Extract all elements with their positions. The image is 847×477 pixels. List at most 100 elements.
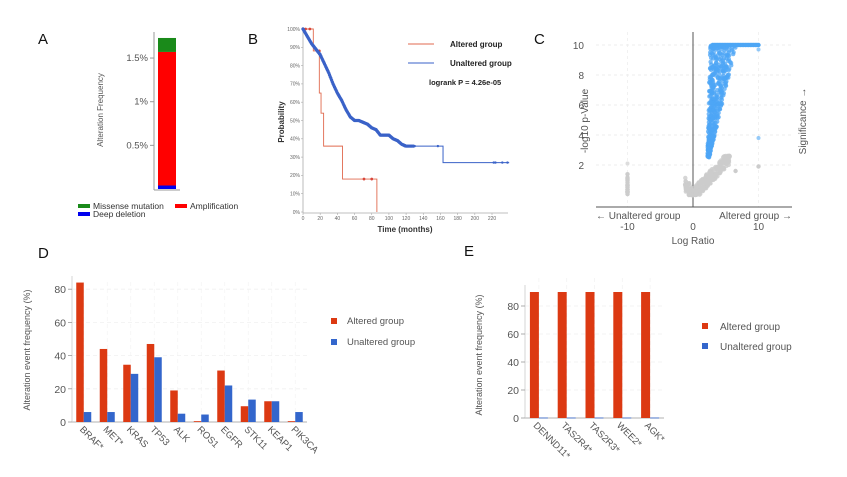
bar-unaltered [224, 385, 233, 422]
legend-swatch-deep-deletion [78, 212, 90, 216]
bar-unaltered [271, 401, 280, 422]
bar-unaltered [295, 412, 303, 422]
panel-a-bar-segment [158, 185, 176, 189]
volcano-point-significant [719, 64, 724, 69]
category-label: ROS1 [195, 424, 221, 450]
panel-d-y-label: Alteration event frequency (%) [22, 289, 32, 410]
panel-c-x-tick-label: -10 [620, 222, 635, 233]
km-censor-unaltered [413, 144, 416, 148]
volcano-point-significant [714, 66, 720, 72]
volcano-point-significant [731, 50, 736, 55]
volcano-point-nonsignificant [726, 162, 731, 168]
volcano-point-significant [706, 111, 711, 117]
y-tick-label: 0 [60, 417, 66, 429]
volcano-point-nonsignificant [708, 170, 713, 175]
bar-unaltered [622, 417, 632, 419]
km-censor-altered [370, 177, 374, 181]
legend-swatch-unaltered-d [331, 339, 337, 345]
y-tick-label: 80 [54, 284, 66, 296]
volcano-point-nonsignificant [625, 187, 630, 192]
volcano-point-nonsignificant [697, 188, 702, 193]
volcano-point-nonsignificant [717, 168, 723, 174]
volcano-point-significant [712, 112, 717, 118]
volcano-point-significant [719, 47, 724, 52]
y-tick-label: 60 [507, 329, 519, 341]
volcano-point-nonsignificant [683, 175, 688, 181]
panel-b-y-tick-label: 90% [290, 45, 301, 51]
bar-unaltered [83, 412, 92, 422]
volcano-point-significant [714, 57, 719, 62]
bar-altered [557, 292, 567, 418]
volcano-point-nonsignificant [625, 161, 630, 166]
legend-label-unaltered-e: Unaltered group [720, 342, 792, 353]
legend-swatch-unaltered-e [702, 343, 708, 349]
panel-c-letter: C [534, 31, 545, 48]
volcano-point-significant [710, 124, 715, 129]
y-tick-label: 0 [513, 413, 519, 425]
panel-b-x-tick-label: 180 [453, 216, 462, 222]
panel-b-y-tick-label: 40% [290, 137, 301, 143]
volcano-point-significant [712, 104, 718, 110]
volcano-point-significant [729, 63, 734, 68]
bar-altered [240, 406, 249, 422]
bar-altered [287, 421, 296, 422]
panel-b-letter: B [248, 31, 258, 48]
bar-unaltered [650, 417, 660, 419]
volcano-point-significant [721, 76, 727, 82]
bar-altered [193, 421, 202, 422]
volcano-point-significant [717, 50, 722, 56]
volcano-point-nonsignificant [625, 171, 630, 177]
volcano-point-significant [710, 120, 715, 125]
volcano-point-nonsignificant [625, 182, 630, 187]
volcano-point-nonsignificant [700, 185, 706, 191]
panel-b-y-tick-label: 20% [290, 173, 301, 179]
y-tick-label: 20 [507, 385, 519, 397]
legend-swatch-altered-d [331, 318, 337, 324]
panel-e-letter: E [464, 243, 474, 260]
volcano-point-significant [756, 136, 761, 140]
volcano-point-significant [720, 60, 726, 66]
legend-swatch-missense [78, 204, 90, 208]
y-tick-label: 80 [507, 301, 519, 313]
volcano-point-significant [715, 108, 720, 113]
bar-altered [264, 401, 272, 422]
panel-a-bar-segment [158, 37, 176, 52]
legend-swatch-altered-e [702, 323, 708, 329]
volcano-point-nonsignificant [727, 153, 732, 159]
volcano-point-nonsignificant [693, 192, 698, 198]
volcano-point-significant [708, 74, 714, 80]
volcano-point-nonsignificant [625, 176, 630, 181]
volcano-point-significant [719, 92, 724, 98]
legend-label-unaltered: Unaltered group [450, 59, 512, 68]
panel-c-y-tick-label: 10 [573, 41, 585, 52]
km-censor-altered [308, 27, 312, 31]
panel-b-y-label: Probability [277, 101, 286, 143]
km-censor-unaltered [492, 161, 495, 164]
bar-unaltered [201, 414, 209, 422]
volcano-point-nonsignificant [683, 179, 689, 184]
volcano-point-significant [707, 108, 713, 113]
legend-label-amplification: Amplification [190, 201, 238, 211]
km-censor-unaltered [396, 139, 399, 142]
panel-b-y-tick-label: 100% [287, 27, 300, 33]
panel-b-x-tick-label: 140 [419, 216, 428, 222]
volcano-point-significant [724, 53, 729, 58]
y-tick-label: 40 [54, 351, 66, 363]
legend-label-unaltered-d: Unaltered group [347, 337, 415, 348]
panel-a-letter: A [38, 31, 48, 48]
legend-label-altered-e: Altered group [720, 322, 780, 333]
bar-altered [170, 390, 178, 422]
volcano-point-significant [756, 42, 761, 48]
category-label: AGK* [642, 420, 667, 445]
bar-altered [99, 348, 108, 422]
volcano-point-nonsignificant [720, 159, 725, 164]
panel-b-y-tick-label: 70% [290, 82, 301, 88]
y-tick-label: 20 [54, 384, 66, 396]
bar-altered [76, 282, 84, 422]
volcano-point-significant [723, 65, 728, 71]
panel-c-y-label: -log10 p-Value [580, 88, 591, 153]
volcano-point-significant [708, 59, 713, 65]
volcano-point-nonsignificant [693, 183, 699, 188]
bar-altered [641, 292, 651, 418]
bar-altered [529, 292, 539, 418]
